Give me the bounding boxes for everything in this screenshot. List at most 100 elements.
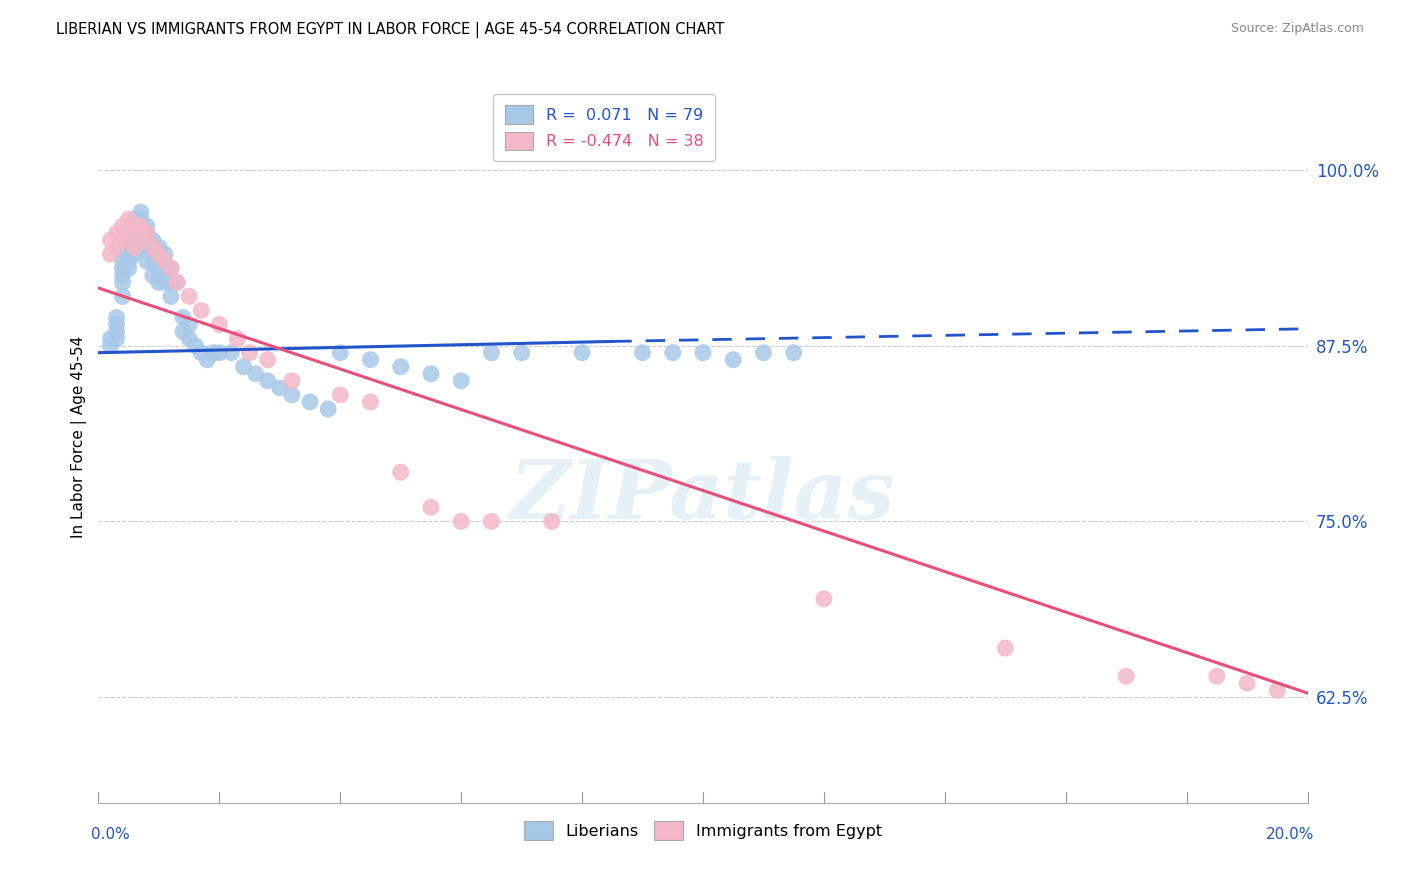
Point [105,318,128,332]
Point [208,318,231,332]
Point [179,318,201,332]
Point [129,226,152,240]
Point [510,345,533,359]
Point [111,254,134,268]
Point [118,240,141,254]
Point [100,247,122,261]
Point [111,233,134,247]
Point [148,276,170,290]
Point [105,226,128,240]
Point [118,254,141,268]
Point [631,345,654,359]
Point [142,254,165,268]
Point [172,325,194,339]
Point [329,345,352,359]
Point [783,345,806,359]
Point [179,332,201,346]
Point [202,345,225,359]
Point [129,205,152,219]
Point [118,233,141,247]
Point [232,359,254,374]
Text: Source: ZipAtlas.com: Source: ZipAtlas.com [1230,22,1364,36]
Point [111,276,134,290]
Point [142,240,165,254]
Point [105,325,128,339]
Point [166,276,188,290]
Point [124,247,146,261]
Point [179,289,201,303]
Point [124,219,146,233]
Point [129,219,152,233]
Point [245,367,267,381]
Point [105,310,128,325]
Point [142,240,165,254]
Point [142,233,165,247]
Point [124,240,146,254]
Point [160,289,183,303]
Point [256,352,278,367]
Point [124,212,146,227]
Point [752,345,775,359]
Point [239,345,262,359]
Point [1206,669,1229,683]
Point [299,395,322,409]
Text: ZIPatlas: ZIPatlas [510,456,896,535]
Text: LIBERIAN VS IMMIGRANTS FROM EGYPT IN LABOR FORCE | AGE 45-54 CORRELATION CHART: LIBERIAN VS IMMIGRANTS FROM EGYPT IN LAB… [56,22,724,38]
Point [316,401,339,416]
Point [124,233,146,247]
Point [129,219,152,233]
Point [813,591,835,606]
Point [118,261,141,276]
Point [540,515,562,529]
Point [160,276,183,290]
Point [100,339,122,353]
Point [190,345,212,359]
Point [269,381,291,395]
Point [129,212,152,227]
Point [195,352,218,367]
Point [148,240,170,254]
Point [135,226,157,240]
Point [148,261,170,276]
Point [100,332,122,346]
Point [172,310,194,325]
Point [111,289,134,303]
Point [221,345,243,359]
Text: 0.0%: 0.0% [91,827,131,841]
Point [148,247,170,261]
Point [190,303,212,318]
Point [118,219,141,233]
Point [160,261,183,276]
Point [142,268,165,283]
Point [1115,669,1137,683]
Point [100,233,122,247]
Point [281,374,304,388]
Point [105,332,128,346]
Point [160,261,183,276]
Point [118,226,141,240]
Point [153,254,176,268]
Point [1236,676,1258,690]
Point [723,352,745,367]
Point [256,374,278,388]
Point [135,226,157,240]
Point [153,261,176,276]
Point [1267,683,1289,698]
Point [571,345,593,359]
Point [329,388,352,402]
Point [450,374,472,388]
Point [135,240,157,254]
Point [111,261,134,276]
Point [105,240,128,254]
Point [111,219,134,233]
Point [111,247,134,261]
Point [450,515,472,529]
Point [481,515,503,529]
Point [129,240,152,254]
Point [661,345,683,359]
Point [129,233,152,247]
Point [111,268,134,283]
Point [124,219,146,233]
Point [226,332,249,346]
Point [420,500,443,515]
